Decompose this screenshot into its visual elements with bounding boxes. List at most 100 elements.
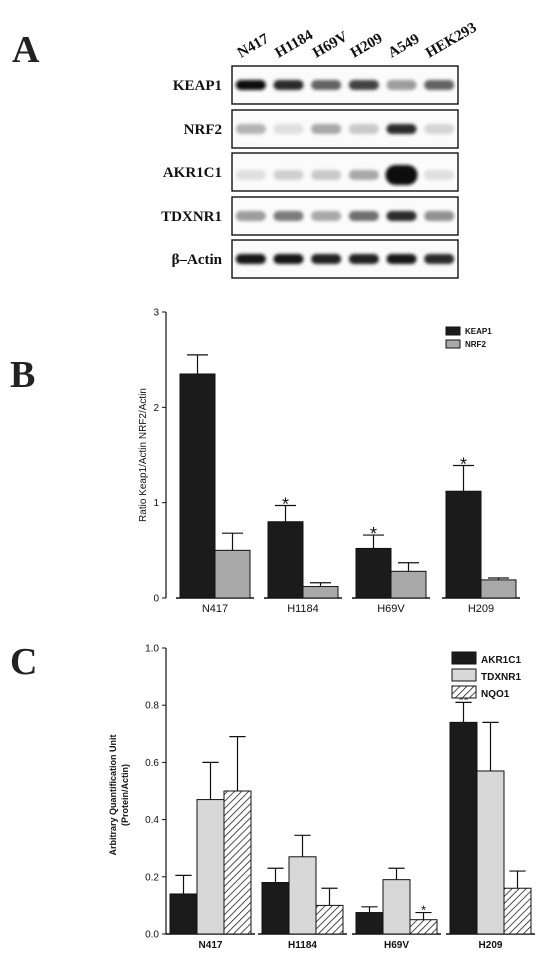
bar (169, 893, 198, 935)
blot-protein-label: TDXNR1 (161, 209, 222, 225)
blot-band (348, 254, 379, 264)
blot-band (385, 165, 418, 185)
blot-lane-label: HEK293 (423, 20, 479, 62)
chart-b-ylabel: Ratio Keap1/Actin NRF2/Actin (138, 388, 149, 522)
x-category-label: H69V (384, 940, 409, 951)
legend-label: TDXNR1 (481, 672, 521, 683)
panel-a-letter: A (12, 29, 40, 71)
panel-c-letter: C (10, 641, 37, 683)
bar (315, 904, 344, 935)
bar (409, 919, 438, 935)
blot-band (273, 254, 304, 264)
panel-b-letter: B (10, 354, 35, 396)
x-category-label: H209 (479, 940, 503, 951)
blot-band (386, 124, 417, 134)
blot-lane-label: A549 (386, 31, 423, 62)
y-tick-label: 0.4 (145, 815, 159, 826)
chart-c-ylabel-unit: (Protein/Actin) (120, 764, 130, 826)
y-tick-label: 2 (153, 403, 159, 414)
blot-band (311, 80, 342, 90)
blot-band (386, 254, 417, 264)
blot-band (273, 80, 304, 90)
blot-band (235, 211, 266, 221)
blot-protein-label: KEAP1 (173, 78, 222, 94)
bar (196, 799, 225, 935)
bar (449, 721, 478, 935)
blot-band (311, 170, 342, 180)
blot-lane-label: H209 (348, 31, 386, 62)
blot-band (348, 80, 379, 90)
blot-band (424, 124, 455, 134)
blot-band (235, 254, 266, 264)
y-tick-label: 0.6 (145, 758, 159, 769)
legend-label: NRF2 (465, 340, 486, 349)
y-tick-label: 3 (153, 308, 159, 319)
bar (390, 570, 427, 599)
blot-band (424, 254, 455, 264)
x-category-label: N417 (199, 940, 223, 951)
significance-marker: * (421, 903, 426, 918)
bar (223, 790, 252, 935)
blot-row-frame (231, 152, 459, 192)
bar (382, 879, 411, 935)
legend-swatch (451, 651, 477, 665)
y-tick-label: 0.2 (145, 872, 159, 883)
bar (302, 586, 339, 599)
keap1-nrf2-ratio-chart: Ratio Keap1/Actin NRF2/Actin 0 1 2 3 N417 H11… (138, 308, 520, 615)
blot-band (273, 170, 304, 180)
blot-protein-label: NRF2 (184, 122, 222, 138)
blot-band (386, 80, 417, 90)
blot-band (348, 211, 379, 221)
y-tick-label: 1 (153, 498, 159, 509)
blot-band (424, 211, 455, 221)
blot-band (311, 124, 342, 134)
blot-band (235, 80, 266, 90)
blot-band (311, 211, 342, 221)
blot-row-frame (231, 239, 459, 279)
bar (355, 912, 384, 935)
y-tick-label: 0 (153, 594, 159, 605)
blot-band (273, 124, 304, 134)
blot-lane-label: N417 (235, 31, 272, 62)
blot-band (424, 80, 455, 90)
blot-row-frame (231, 109, 459, 149)
blot-band (311, 254, 342, 264)
legend-swatch (451, 685, 477, 699)
chart-c-ylabel: Arbitrary Quantification Unit (108, 734, 118, 855)
legend-label: NQO1 (481, 689, 510, 700)
bar (503, 887, 532, 935)
bar (267, 521, 304, 599)
blot-row-frame (231, 65, 459, 105)
bar (261, 882, 290, 935)
x-category-label: N417 (202, 603, 228, 615)
blot-lane-label: H69V (310, 29, 351, 62)
bar (179, 373, 216, 599)
bar (480, 579, 517, 599)
x-category-label: H1184 (287, 603, 319, 615)
legend-swatch (451, 668, 477, 682)
legend-swatch (445, 326, 461, 336)
x-category-label: H1184 (288, 940, 317, 951)
bar (445, 490, 482, 599)
blot-band (386, 211, 417, 221)
bar (355, 547, 392, 599)
bar (214, 549, 251, 599)
significance-marker: ** (458, 692, 468, 707)
y-tick-label: 0.0 (145, 930, 159, 941)
y-tick-label: 1.0 (145, 644, 159, 655)
blot-band (273, 211, 304, 221)
significance-marker: * (460, 454, 467, 474)
blot-protein-label: β–Actin (172, 252, 223, 268)
blot-row-frame (231, 196, 459, 236)
bar (288, 856, 317, 935)
significance-marker: * (370, 524, 377, 544)
y-tick-label: 0.8 (145, 701, 159, 712)
blot-lane-label: H1184 (273, 27, 317, 62)
legend-label: KEAP1 (465, 327, 492, 336)
blot-protein-label: AKR1C1 (163, 165, 222, 181)
blot-band (348, 124, 379, 134)
bar (476, 770, 505, 935)
significance-marker: * (282, 495, 289, 515)
